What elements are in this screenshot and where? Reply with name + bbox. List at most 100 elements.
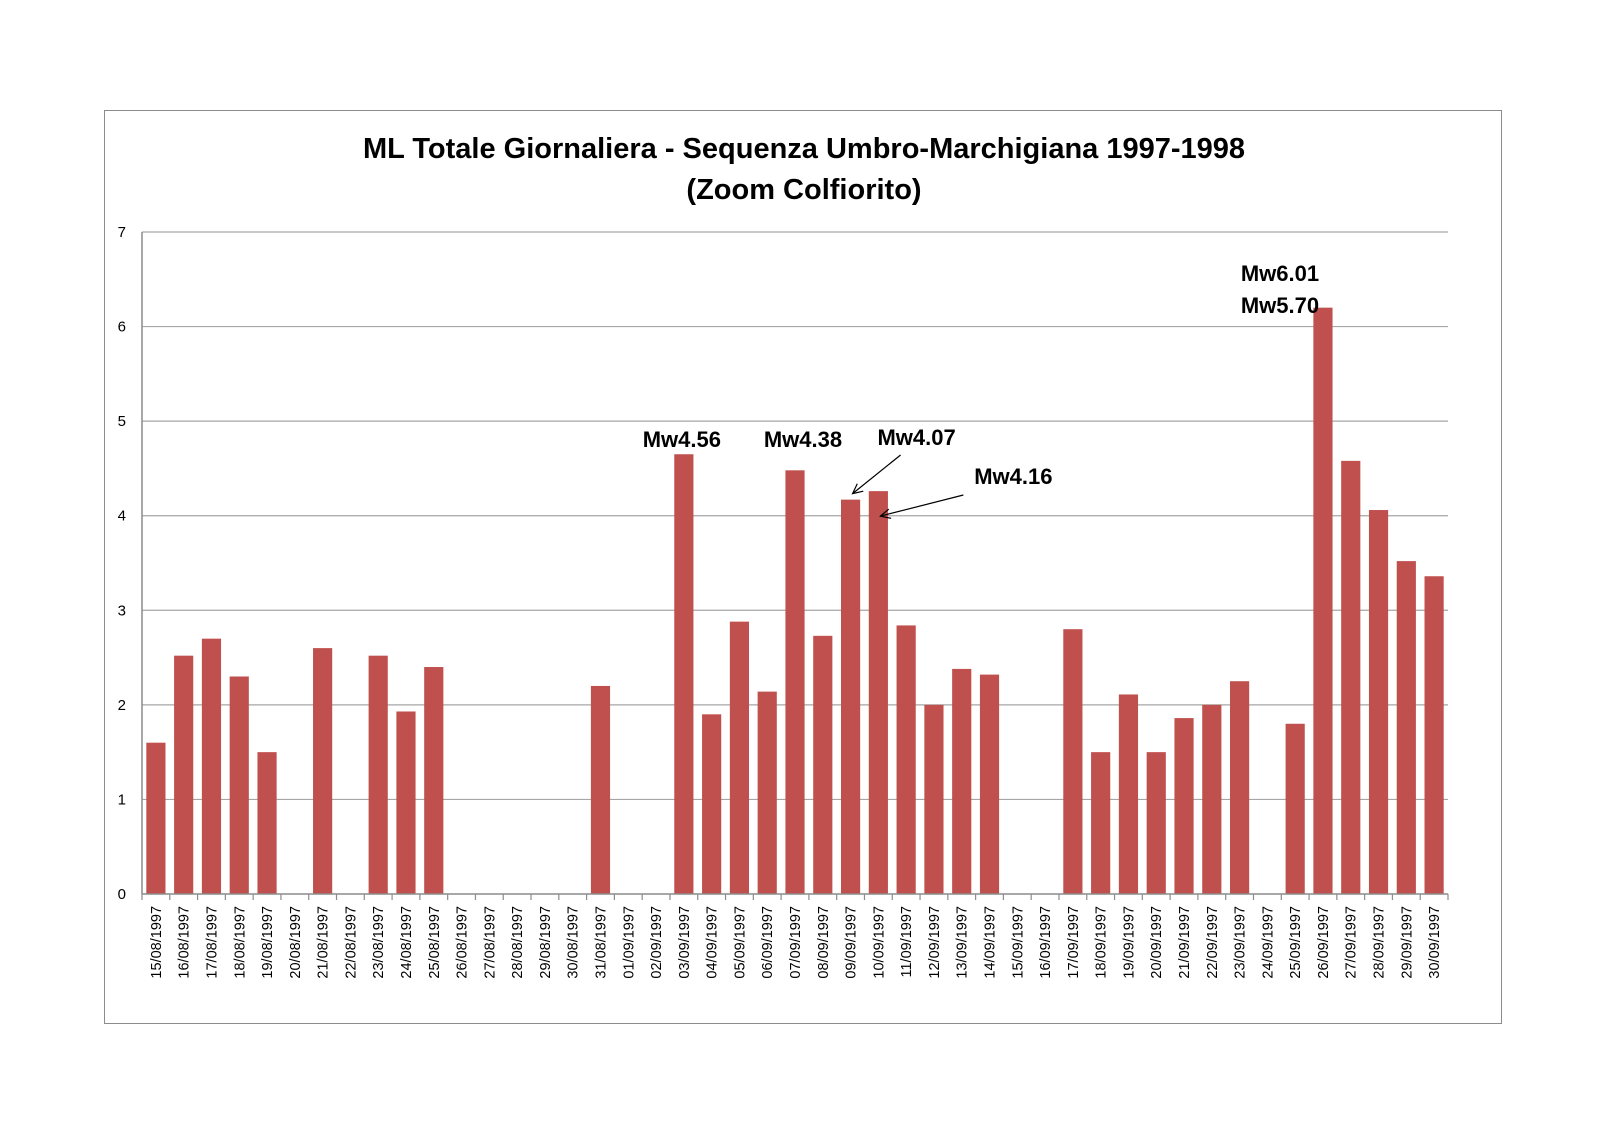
- x-tick-label: 24/09/1997: [1260, 906, 1276, 979]
- bar-28/09/1997: [1368, 510, 1389, 894]
- axes: [141, 232, 1449, 900]
- annotation-label: Mw5.70: [1241, 293, 1319, 318]
- x-tick-label: 26/08/1997: [455, 906, 471, 979]
- y-tick-label: 0: [118, 886, 126, 903]
- x-tick-label: 21/08/1997: [316, 906, 332, 979]
- annotation-label: Mw6.01: [1241, 261, 1319, 286]
- bar-10/09/1997: [868, 491, 888, 894]
- bar-18/08/1997: [229, 676, 249, 894]
- bar-04/09/1997: [702, 714, 722, 894]
- bar-05/09/1997: [729, 621, 750, 894]
- x-tick-label: 20/08/1997: [288, 906, 304, 979]
- annotation-label: Mw4.16: [974, 464, 1052, 489]
- y-tick-label: 7: [118, 224, 126, 241]
- x-tick-label: 14/09/1997: [983, 906, 999, 979]
- bar-23/09/1997: [1230, 681, 1250, 894]
- x-tick-label: 26/09/1997: [1316, 906, 1332, 979]
- chart-frame: ML Totale Giornaliera - Sequenza Umbro-M…: [104, 110, 1502, 1024]
- y-tick-label: 4: [118, 508, 126, 525]
- annotation-arrow: [852, 454, 901, 495]
- x-tick-label: 17/08/1997: [204, 906, 220, 979]
- x-tick-label: 25/08/1997: [427, 906, 443, 979]
- annotation-label: Mw4.38: [764, 427, 842, 452]
- y-tick-labels: 0 1 2 3 4 5 6 7: [118, 224, 126, 903]
- bar-19/08/1997: [257, 752, 277, 894]
- bar-29/09/1997: [1396, 561, 1416, 894]
- bar-12/09/1997: [924, 704, 944, 894]
- x-tick-label: 28/08/1997: [510, 906, 526, 979]
- x-tick-label: 12/09/1997: [927, 906, 943, 979]
- x-tick-label: 06/09/1997: [760, 906, 776, 979]
- bar-07/09/1997: [785, 470, 805, 894]
- bar-25/08/1997: [424, 667, 444, 894]
- x-tick-label: 17/09/1997: [1066, 906, 1082, 979]
- x-tick-label: 15/08/1997: [149, 906, 165, 979]
- bar-14/09/1997: [979, 674, 1000, 894]
- bar-series: [146, 307, 1444, 894]
- x-tick-label: 13/09/1997: [955, 906, 971, 979]
- x-tick-label: 02/09/1997: [649, 906, 665, 979]
- x-tick-label: 11/09/1997: [899, 906, 915, 978]
- bar-19/09/1997: [1118, 694, 1139, 894]
- x-tick-label: 29/09/1997: [1399, 906, 1415, 979]
- y-tick-label: 3: [118, 602, 126, 619]
- bar-18/09/1997: [1091, 752, 1111, 894]
- x-tick-labels: 15/08/1997 16/08/1997 17/08/1997 18/08/1997…: [149, 906, 1443, 979]
- bar-23/08/1997: [368, 655, 388, 894]
- y-tick-label: 6: [118, 319, 126, 336]
- annotation-label: Mw4.07: [877, 425, 955, 450]
- bar-06/09/1997: [757, 691, 777, 894]
- bar-03/09/1997: [674, 454, 694, 894]
- x-tick-label: 23/09/1997: [1233, 906, 1249, 979]
- bar-25/09/1997: [1285, 723, 1305, 894]
- bar-24/08/1997: [396, 711, 416, 894]
- x-tick-label: 31/08/1997: [593, 906, 609, 979]
- annotation-arrowhead: [851, 483, 864, 495]
- x-tick-label: 07/09/1997: [788, 906, 804, 979]
- bar-09/09/1997: [840, 499, 861, 894]
- bar-16/08/1997: [174, 655, 194, 894]
- bar-17/08/1997: [201, 638, 222, 894]
- x-tick-label: 03/09/1997: [677, 906, 693, 979]
- bar-21/09/1997: [1174, 718, 1194, 894]
- x-tick-label: 25/09/1997: [1288, 906, 1304, 979]
- x-tick-label: 29/08/1997: [538, 906, 554, 979]
- y-tick-label: 2: [118, 697, 126, 714]
- x-tick-label: 08/09/1997: [816, 906, 832, 979]
- bar-27/09/1997: [1341, 460, 1361, 894]
- x-tick-label: 09/09/1997: [844, 906, 860, 979]
- annotation-arrowhead: [879, 508, 892, 519]
- x-tick-label: 22/08/1997: [343, 906, 359, 979]
- x-tick-label: 05/09/1997: [732, 906, 748, 979]
- x-tick-label: 19/08/1997: [260, 906, 276, 979]
- x-tick-label: 27/08/1997: [482, 906, 498, 979]
- bar-26/09/1997: [1313, 307, 1333, 894]
- x-tick-label: 20/09/1997: [1149, 906, 1165, 979]
- x-tick-label: 18/09/1997: [1094, 906, 1110, 979]
- x-tick-label: 30/08/1997: [566, 906, 582, 979]
- bar-08/09/1997: [813, 635, 833, 894]
- bar-13/09/1997: [952, 668, 972, 894]
- x-tick-label: 19/09/1997: [1121, 906, 1137, 979]
- x-tick-label: 01/09/1997: [621, 906, 637, 979]
- x-tick-label: 16/09/1997: [1038, 906, 1054, 979]
- x-tick-label: 10/09/1997: [871, 906, 887, 979]
- bar-21/08/1997: [313, 648, 333, 894]
- y-tick-label: 1: [118, 791, 126, 808]
- annotations: Mw4.56 Mw4.38 Mw4.07 Mw4.16 Mw6.01 Mw5.70: [643, 261, 1319, 519]
- annotation-arrow: [880, 494, 964, 517]
- bar-17/09/1997: [1063, 629, 1083, 894]
- y-tick-label: 5: [118, 413, 126, 430]
- x-tick-label: 16/08/1997: [177, 906, 193, 979]
- bar-30/09/1997: [1424, 576, 1444, 894]
- x-tick-label: 23/08/1997: [371, 906, 387, 979]
- x-tick-label: 21/09/1997: [1177, 906, 1193, 979]
- bar-15/08/1997: [146, 742, 166, 894]
- x-tick-label: 28/09/1997: [1372, 906, 1388, 979]
- x-tick-label: 15/09/1997: [1010, 906, 1026, 979]
- x-tick-label: 24/08/1997: [399, 906, 415, 979]
- bar-20/09/1997: [1146, 752, 1166, 894]
- x-tick-label: 18/08/1997: [232, 906, 248, 979]
- x-tick-label: 27/09/1997: [1344, 906, 1360, 979]
- bar-31/08/1997: [590, 685, 611, 894]
